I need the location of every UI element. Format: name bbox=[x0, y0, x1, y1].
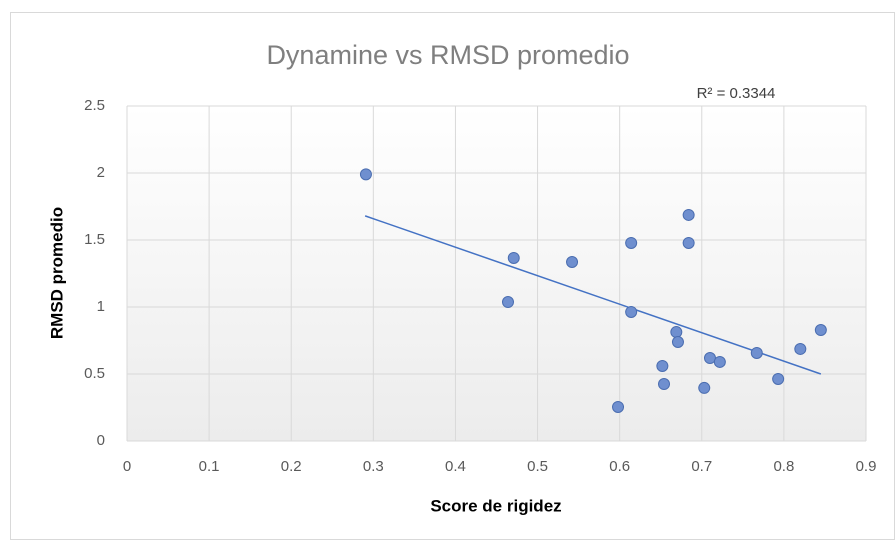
x-tick-label: 0 bbox=[123, 458, 131, 475]
x-tick-label: 0.1 bbox=[199, 458, 220, 475]
y-tick-label: 0 bbox=[97, 432, 105, 449]
point bbox=[814, 324, 827, 337]
y-tick-label: 2.5 bbox=[84, 97, 105, 114]
trendline bbox=[364, 215, 822, 375]
y-tick-label: 1.5 bbox=[84, 231, 105, 248]
point bbox=[703, 352, 716, 365]
x-tick-label: 0.6 bbox=[609, 458, 630, 475]
x-tick-label: 0.2 bbox=[281, 458, 302, 475]
point bbox=[670, 326, 683, 339]
point bbox=[671, 335, 684, 348]
x-axis-label: Score de rigidez bbox=[430, 496, 561, 515]
point bbox=[359, 168, 372, 181]
x-tick-label: 0.9 bbox=[856, 458, 877, 475]
x-tick-label: 0.4 bbox=[445, 458, 466, 475]
point bbox=[698, 381, 711, 394]
annotation: R² = 0.3344 bbox=[697, 85, 776, 102]
point bbox=[566, 255, 579, 268]
point bbox=[501, 296, 514, 309]
point bbox=[612, 400, 625, 413]
point bbox=[794, 342, 807, 355]
point bbox=[656, 359, 669, 372]
x-tick-label: 0.3 bbox=[363, 458, 384, 475]
point bbox=[625, 236, 638, 249]
x-tick-label: 0.5 bbox=[527, 458, 548, 475]
point bbox=[682, 236, 695, 249]
y-tick-label: 1 bbox=[97, 298, 105, 315]
plot-area bbox=[127, 106, 866, 441]
point bbox=[625, 305, 638, 318]
point bbox=[658, 378, 671, 391]
point bbox=[682, 208, 695, 221]
point bbox=[713, 355, 726, 368]
y-tick-label: 0.5 bbox=[84, 365, 105, 382]
point bbox=[750, 346, 763, 359]
chart-title: Dynamine vs RMSD promedio bbox=[266, 40, 629, 70]
x-tick-label: 0.7 bbox=[691, 458, 712, 475]
y-axis-label: RMSD promedio bbox=[47, 207, 66, 339]
x-tick-label: 0.8 bbox=[773, 458, 794, 475]
point bbox=[772, 372, 785, 385]
y-tick-label: 2 bbox=[97, 164, 105, 181]
point bbox=[507, 251, 520, 264]
